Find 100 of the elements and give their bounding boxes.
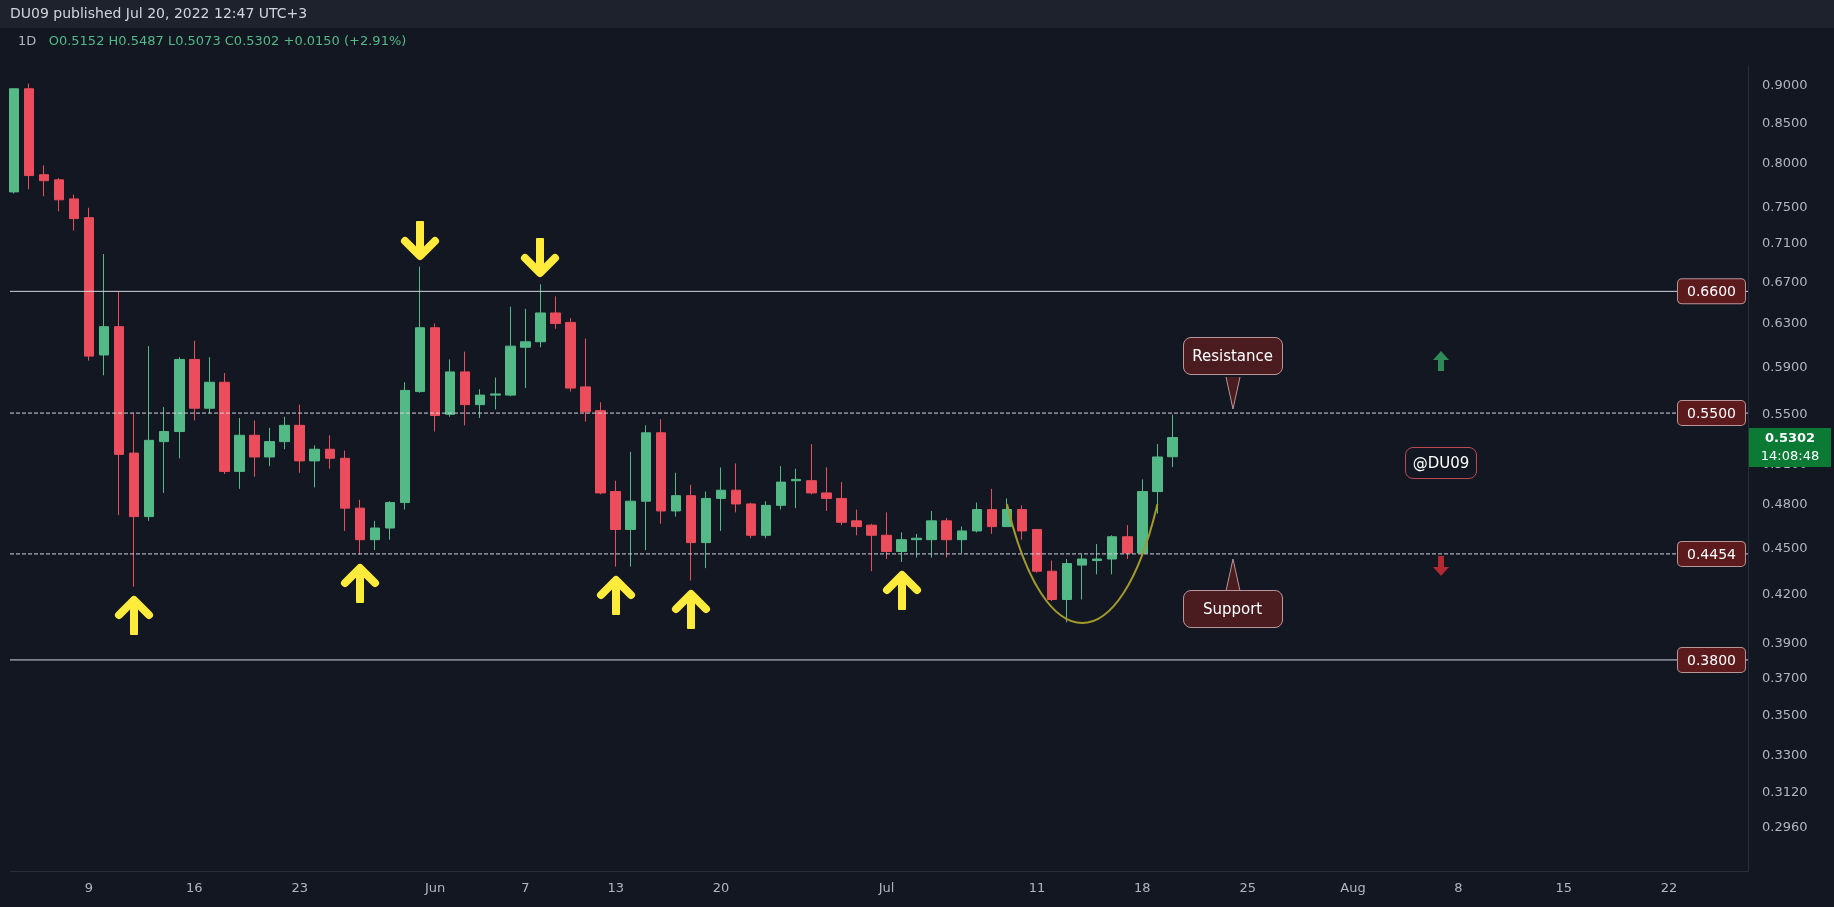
y-tick-label: 0.7500 (1762, 198, 1808, 214)
candlestick (460, 351, 470, 426)
y-tick-label: 0.4200 (1762, 585, 1808, 601)
candlestick (1122, 524, 1133, 560)
candlestick (370, 520, 380, 551)
y-tick-label: 0.9000 (1762, 76, 1808, 92)
chart-title: 1D (18, 33, 37, 48)
candlestick (1152, 443, 1163, 515)
candlestick (505, 306, 516, 397)
candlestick (294, 404, 305, 474)
text: DU09 published Jul 20, 2022 12:47 UTC+3 (10, 5, 308, 21)
y-tick-label: 0.4500 (1762, 539, 1808, 555)
y-tick-label: 0.3500 (1762, 707, 1808, 723)
candlestick (39, 164, 49, 197)
candlestick (520, 308, 531, 389)
candlestick (595, 401, 606, 495)
candlestick (219, 372, 230, 475)
candlestick (580, 338, 591, 423)
candlestick (84, 207, 94, 362)
x-tick-label: 8 (1454, 880, 1463, 895)
candlestick (896, 531, 907, 563)
candlestick (445, 358, 455, 418)
ref-line-label: 0.4454 (1687, 545, 1737, 562)
candlestick (1167, 414, 1178, 468)
ref-line-label: 0.3800 (1687, 651, 1736, 668)
y-tick-label: 0.5500 (1762, 405, 1808, 421)
candlestick (911, 533, 922, 559)
candlestick (189, 340, 200, 421)
candlestick (746, 502, 756, 539)
candlestick (881, 511, 892, 560)
text: 14:08:48 (1759, 446, 1821, 465)
candlestick (836, 481, 847, 526)
candlestick (851, 509, 862, 536)
y-tick-label: 0.6300 (1762, 314, 1808, 330)
candlestick (821, 466, 832, 512)
x-tick-label: 22 (1660, 880, 1678, 895)
candlestick (129, 412, 139, 588)
candlestick (54, 177, 64, 212)
text: O0.5152 H0.5487 L0.5073 C0.5302 +0.0150 (+2.91%) (47, 33, 407, 48)
candlestick (174, 356, 185, 459)
ref-line-label: 0.6600 (1687, 283, 1736, 300)
annotation: @DU09 (1405, 447, 1477, 479)
candlestick (1107, 534, 1117, 575)
x-tick-label: 25 (1239, 880, 1256, 895)
candlestick (926, 510, 937, 559)
candlestick (761, 500, 771, 539)
candlestick (1077, 554, 1087, 600)
y-tick-label: 0.2960 (1762, 819, 1808, 835)
candlestick (1047, 560, 1057, 602)
y-tick-label: 0.3300 (1762, 746, 1808, 762)
x-tick-label: 23 (291, 880, 308, 895)
candlestick (535, 283, 546, 348)
x-tick-label: 9 (84, 880, 94, 895)
candlestick (234, 417, 245, 490)
candlestick (1062, 558, 1072, 623)
annotation: Support (1182, 589, 1283, 628)
candlestick (475, 388, 485, 419)
candlestick (686, 484, 696, 582)
candlestick (204, 356, 215, 414)
candlestick (701, 491, 711, 569)
candlestick (972, 502, 982, 533)
x-tick-label: 18 (1134, 880, 1151, 895)
candlestick (731, 462, 741, 513)
candlestick (791, 468, 801, 509)
candlestick (159, 406, 169, 494)
x-tick-label: 11 (1028, 880, 1046, 895)
candlestick (1017, 504, 1027, 541)
y-tick-label: 0.7100 (1762, 235, 1808, 251)
candlestick (9, 88, 19, 195)
candlestick (69, 194, 79, 231)
candlestick (565, 317, 576, 393)
ref-line-label: 0.5500 (1687, 405, 1736, 422)
y-tick-label: 0.5900 (1762, 358, 1808, 374)
candlestick (249, 419, 260, 478)
candlestick (1137, 478, 1148, 556)
candlestick (776, 465, 786, 511)
y-tick-label: 0.4800 (1762, 496, 1808, 512)
x-tick-label: Jul (877, 880, 895, 895)
candlestick (400, 381, 410, 511)
candlestick (716, 466, 726, 532)
text: 0.5302 (1763, 428, 1817, 447)
candlestick (625, 451, 636, 568)
candlestick (114, 290, 124, 516)
candlestick (987, 488, 997, 535)
candlestick (656, 418, 666, 525)
candlestick (385, 500, 395, 541)
candlestick (866, 523, 877, 572)
annotation: Resistance (1182, 337, 1283, 376)
candlestick (99, 253, 109, 376)
candlestick (415, 266, 425, 394)
candlestick (941, 517, 952, 559)
candlestick (340, 450, 350, 532)
candlestick (1032, 528, 1042, 574)
candlestick (806, 443, 817, 495)
x-tick-label: 7 (521, 880, 530, 895)
candlestick (671, 472, 681, 518)
candlestick (279, 416, 290, 450)
y-tick-label: 0.8500 (1762, 114, 1808, 130)
candlestick (430, 322, 440, 433)
candlestick (1092, 543, 1102, 575)
